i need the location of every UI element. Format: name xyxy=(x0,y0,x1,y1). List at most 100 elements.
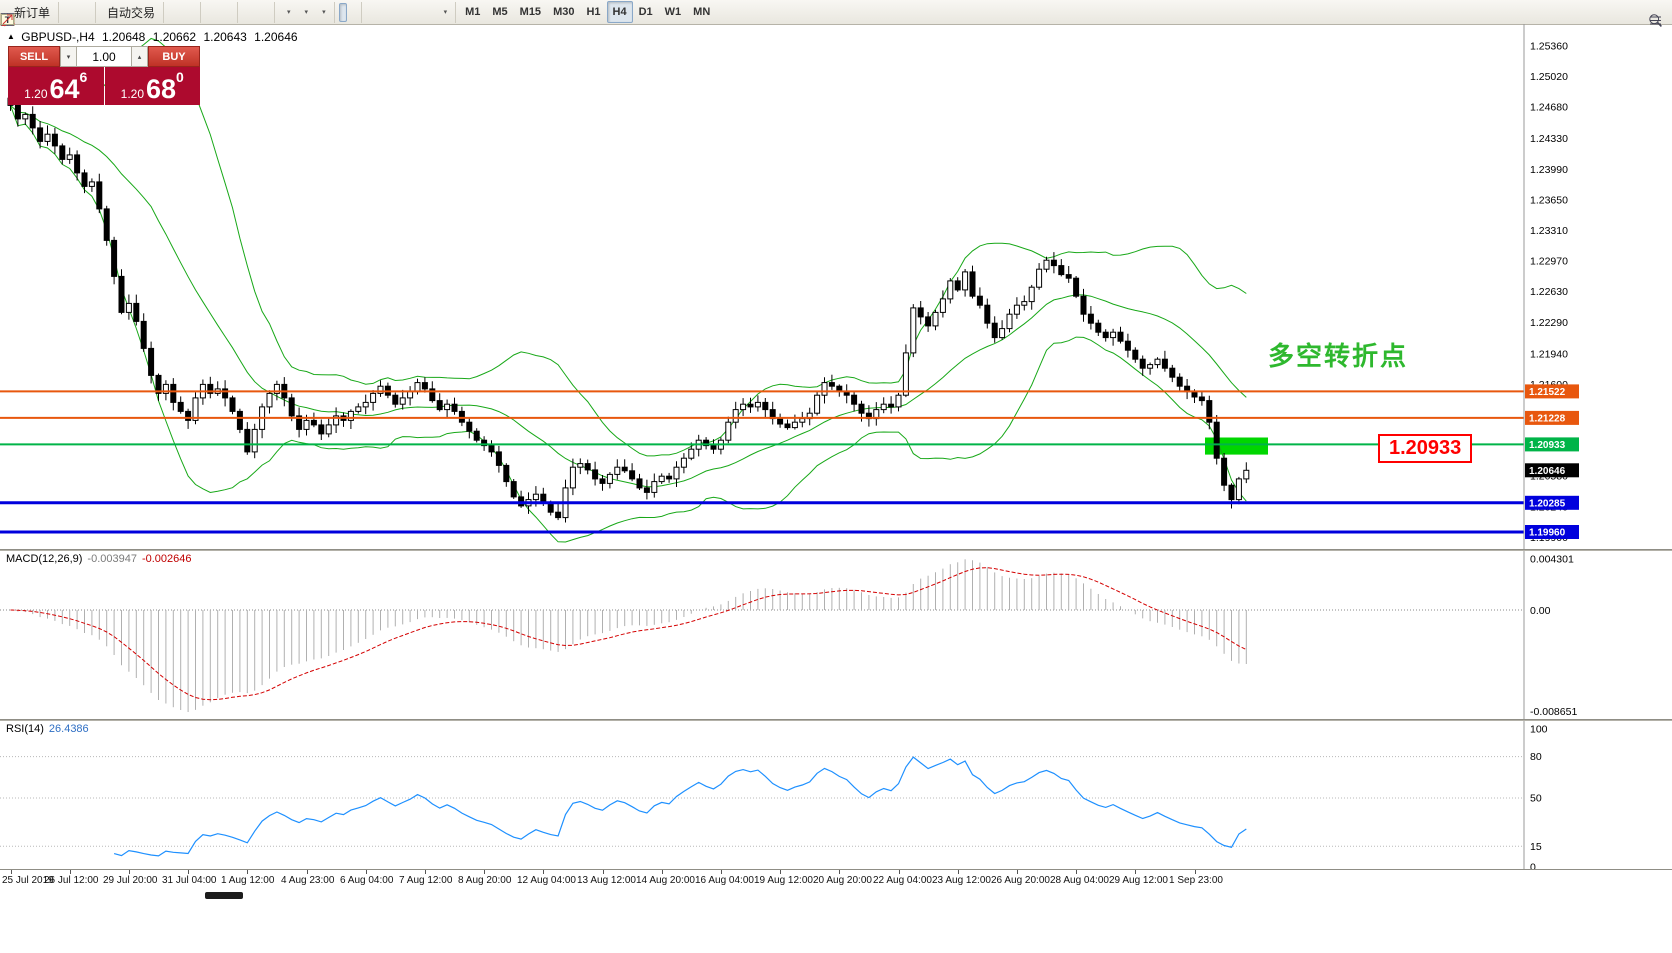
volume-increase-button[interactable]: ▴ xyxy=(131,46,148,67)
triangle-up-icon: ▴ xyxy=(137,53,142,61)
periods-button[interactable]: ▾ xyxy=(1,3,313,26)
chart-shift-button[interactable] xyxy=(3,3,270,25)
zoom-out-button[interactable] xyxy=(1,3,223,26)
pane-separator[interactable] xyxy=(0,719,1672,721)
date-tick xyxy=(1017,870,1018,874)
date-tick xyxy=(603,870,604,874)
timeframe-h4-button[interactable]: H4 xyxy=(606,1,633,23)
line-chart-button[interactable] xyxy=(1,3,196,24)
date-tick xyxy=(247,870,248,874)
rsi-indicator-label: RSI(14) 26.4386 xyxy=(6,723,89,735)
horizontal-line-button[interactable] xyxy=(1,3,384,22)
pane-separator[interactable] xyxy=(0,549,1672,551)
grid-button[interactable] xyxy=(1,3,233,26)
timeframe-w1-button[interactable]: W1 xyxy=(664,6,682,18)
timeframe-m5-button[interactable]: M5 xyxy=(492,6,508,18)
svg-text:1.19960: 1.19960 xyxy=(1529,528,1566,539)
timeframe-h1-button[interactable]: H1 xyxy=(586,6,601,18)
new-order-label: 新订单 xyxy=(14,5,51,20)
toolbar-right xyxy=(1648,0,1668,27)
sell-price-panel[interactable]: 1.20 64 6 xyxy=(8,67,104,105)
toolbar-group-autotrade: 自动交易 xyxy=(1,1,165,26)
arrows-button[interactable]: ▾ xyxy=(2,3,452,25)
turning-point-annotation[interactable]: 多空转折点 xyxy=(1268,341,1409,371)
volume-decrease-button[interactable]: ▾ xyxy=(60,46,77,67)
svg-text:1.21522: 1.21522 xyxy=(1529,387,1566,398)
macd-scale-min: -0.008651 xyxy=(1530,706,1577,718)
date-tick xyxy=(958,870,959,874)
symbol-period-label: GBPUSD-,H4 xyxy=(21,30,95,44)
indicators-button[interactable]: ▾ xyxy=(0,3,295,26)
macd-scale-zero: 0.00 xyxy=(1530,605,1551,617)
chart-window-button[interactable] xyxy=(0,3,71,26)
key-level-callout[interactable]: 1.20933 xyxy=(1378,434,1473,463)
toolbar-group-pointer xyxy=(1,1,362,26)
timeframe-m30-button[interactable]: M30 xyxy=(553,6,575,18)
bollinger-middle-band xyxy=(10,105,1247,488)
price-chart-pane[interactable]: 1.25360 1.25020 1.24680 1.24330 1.23990 1.236… xyxy=(0,24,1672,549)
buy-button[interactable]: BUY xyxy=(148,46,200,67)
toolbar-group-arrange xyxy=(1,1,276,26)
text-label-button[interactable]: T xyxy=(1,3,434,26)
trendline-button[interactable] xyxy=(1,3,394,25)
sell-button[interactable]: SELL xyxy=(8,46,60,67)
date-label: 16 Aug 04:00 xyxy=(695,875,754,886)
date-label: 28 Aug 04:00 xyxy=(1050,875,1109,886)
timeframe-m1-button[interactable]: M1 xyxy=(465,6,481,18)
macd-pane[interactable]: 0.004301 0.00 -0.008651 xyxy=(0,551,1672,719)
market-watch-button[interactable] xyxy=(1,3,91,26)
price-tag: 1.20285 xyxy=(1525,495,1579,510)
svg-text:1.20646: 1.20646 xyxy=(1529,466,1566,477)
buy-price-panel[interactable]: 1.20 68 0 xyxy=(104,67,200,105)
bollinger-upper-band xyxy=(10,37,1247,457)
date-label: 7 Aug 12:00 xyxy=(399,875,453,886)
date-label: 4 Aug 23:00 xyxy=(281,875,335,886)
text-button[interactable]: A xyxy=(3,3,424,27)
templates-button[interactable]: ▾ xyxy=(2,3,330,26)
date-label: 12 Aug 04:00 xyxy=(517,875,576,886)
crosshair-button[interactable] xyxy=(1,3,357,26)
vertical-line-button[interactable] xyxy=(7,3,374,26)
chart-info-line: ▲ GBPUSD-,H4 1.20648 1.20662 1.20643 1.2… xyxy=(7,30,302,44)
bollinger-lower-band xyxy=(10,105,1247,543)
date-tick xyxy=(721,870,722,874)
volume-input[interactable] xyxy=(77,46,131,67)
timeframe-d1-button[interactable]: D1 xyxy=(638,6,653,18)
date-label: 31 Jul 04:00 xyxy=(162,875,217,886)
chevron-down-icon: ▾ xyxy=(443,9,448,16)
chevron-down-icon: ▾ xyxy=(304,9,309,16)
auto-scroll-button[interactable] xyxy=(2,3,260,23)
menu-button[interactable] xyxy=(1650,3,1667,24)
svg-text:T: T xyxy=(5,15,11,26)
rsi-scale-label: 80 xyxy=(1530,751,1542,763)
bar-chart-button[interactable] xyxy=(1,3,176,25)
fibonacci-button[interactable] xyxy=(2,3,414,26)
macd-value: -0.003947 xyxy=(87,553,137,565)
toolbar-group-insert: ▾ ▾ ▾ xyxy=(0,1,335,26)
profiles-button[interactable] xyxy=(2,3,81,26)
date-tick xyxy=(1076,870,1077,874)
date-label: 29 Aug 12:00 xyxy=(1109,875,1168,886)
equidistant-channel-button[interactable] xyxy=(1,3,404,27)
date-label: 26 Aug 20:00 xyxy=(991,875,1050,886)
date-tick xyxy=(366,870,367,874)
cursor-button[interactable] xyxy=(4,2,347,26)
timeframe-mn-button[interactable]: MN xyxy=(693,6,711,18)
auto-trading-button[interactable]: 自动交易 xyxy=(1,3,159,26)
candle-chart-button[interactable] xyxy=(2,3,186,26)
toolbar-group-timeframes: M1 M5 M15 M30 H1 H4 D1 W1 MN xyxy=(456,1,719,23)
horizontal-scrollbar xyxy=(0,891,1672,901)
scrollbar-thumb[interactable] xyxy=(205,892,243,899)
svg-text:1.21228: 1.21228 xyxy=(1529,413,1566,424)
date-tick xyxy=(1195,870,1196,874)
rsi-pane[interactable]: 100 80 50 15 0 xyxy=(0,721,1672,869)
timeframe-m15-button[interactable]: M15 xyxy=(519,6,542,18)
date-label: 1 Aug 12:00 xyxy=(221,875,275,886)
zoom-in-button[interactable] xyxy=(1,3,213,26)
sell-price-pip: 6 xyxy=(79,69,88,85)
tile-windows-button[interactable] xyxy=(1,3,250,26)
one-click-prices-row: 1.20 64 6 1.20 68 0 xyxy=(8,67,200,105)
date-tick xyxy=(11,870,12,874)
symbol-triangle-icon: ▲ xyxy=(7,32,15,41)
